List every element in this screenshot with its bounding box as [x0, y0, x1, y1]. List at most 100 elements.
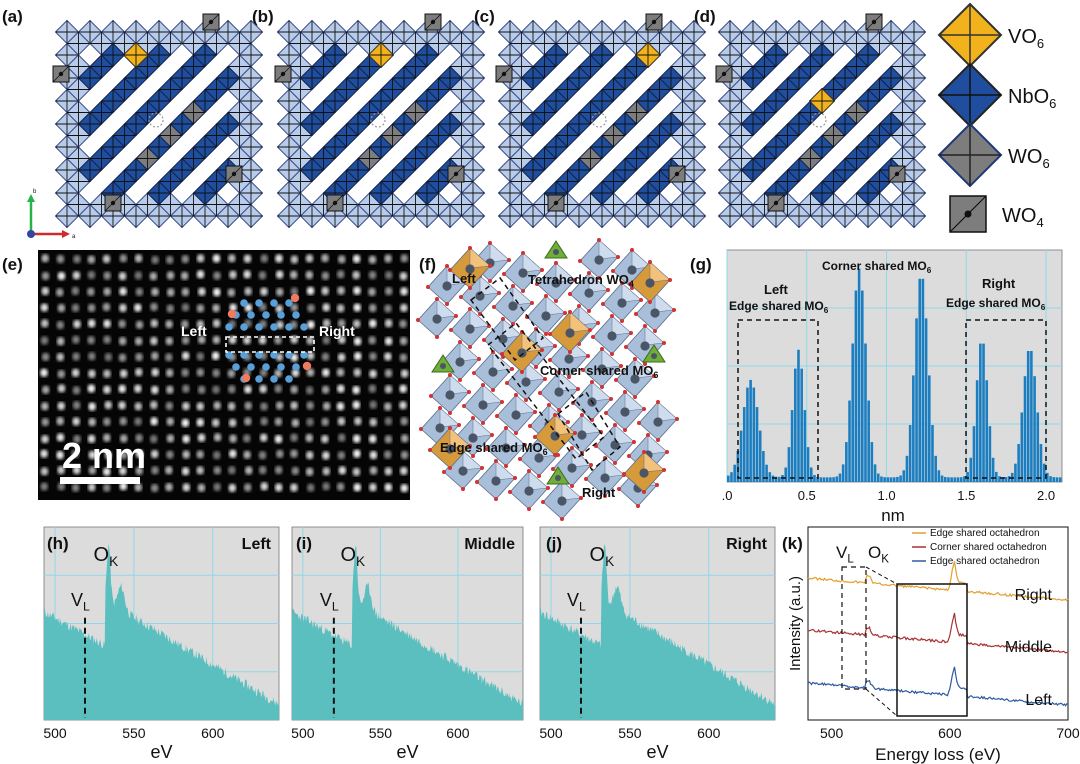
atom-column	[291, 466, 300, 476]
atom-column	[400, 434, 409, 443]
profile-bar	[736, 450, 740, 482]
profile-bar	[995, 471, 998, 482]
octahedron	[100, 88, 126, 114]
atom-column	[150, 302, 158, 312]
atom-column	[57, 401, 65, 411]
atom-column	[353, 337, 362, 346]
octahedron	[635, 180, 661, 206]
atom-column	[213, 482, 221, 492]
atom-column	[244, 287, 252, 296]
profile-bar	[829, 477, 832, 482]
atom-column	[322, 482, 330, 491]
profile-bar	[931, 425, 934, 482]
atom-column	[211, 351, 220, 361]
atom-column	[336, 402, 345, 411]
atom-column	[134, 402, 143, 411]
atom-column	[181, 336, 190, 345]
octahedron	[215, 111, 241, 137]
atom-column	[368, 255, 377, 264]
atom-column	[260, 287, 268, 296]
atom-column	[229, 270, 237, 279]
blue-marker	[292, 363, 300, 371]
atom-column	[102, 483, 111, 492]
profile-bar	[774, 476, 778, 482]
atom-column	[243, 336, 251, 345]
legend-label: Edge shared octahedron	[930, 556, 1040, 567]
atom-column	[400, 287, 408, 296]
atom-column	[72, 401, 81, 410]
profile-bar	[851, 343, 855, 482]
atom-column	[56, 416, 64, 426]
atom-column	[227, 369, 236, 378]
eels-title: Middle	[464, 536, 515, 553]
octahedron	[414, 180, 440, 206]
blue-marker	[255, 323, 263, 331]
atom-column	[307, 303, 315, 313]
profile-bar	[880, 476, 883, 482]
panel-label-e: (e)	[2, 255, 23, 274]
atom-column	[338, 335, 346, 344]
atom-column	[135, 449, 144, 458]
octahedron	[100, 42, 126, 68]
atom-column	[87, 483, 96, 492]
polyhedra-legend: VO6 NbO6 WO6 WO4	[937, 2, 1056, 233]
octahedron	[192, 42, 218, 68]
x-tick-label: 500	[539, 725, 563, 741]
profile-bar	[778, 476, 781, 482]
series-left-label: Left	[1025, 692, 1052, 709]
atom-column	[57, 303, 66, 313]
atom-column	[180, 271, 189, 281]
atom-column	[71, 286, 80, 296]
octahedron	[566, 65, 592, 91]
vo6-octahedron	[122, 41, 150, 69]
atom-column	[150, 319, 159, 328]
atom-column	[151, 368, 159, 377]
octahedron	[146, 134, 172, 160]
atom-column	[400, 369, 409, 378]
profile-bar	[749, 379, 752, 482]
x-axis-label: Energy loss (eV)	[875, 745, 1001, 764]
atom-column	[290, 433, 298, 442]
octahedron	[123, 111, 149, 137]
atom-column	[258, 451, 267, 460]
atom-column	[399, 336, 408, 346]
red-marker	[302, 361, 312, 371]
axis-a-label: a	[72, 234, 76, 240]
atom-column	[102, 467, 111, 476]
profile-bar	[876, 473, 880, 482]
atom-column	[258, 336, 267, 345]
profile-bar	[819, 477, 823, 482]
vo6-octahedron	[808, 87, 836, 115]
profile-bar	[892, 477, 896, 482]
atom-column	[384, 254, 392, 263]
legend-label: Corner shared octahedron	[930, 542, 1047, 553]
profile-bar	[924, 318, 928, 482]
atom-column	[118, 401, 126, 410]
atom-column	[244, 466, 253, 475]
atom-column	[134, 271, 143, 280]
atom-column	[336, 482, 345, 491]
atom-column	[88, 369, 96, 378]
zoom-box	[896, 583, 968, 717]
metal-octahedron	[614, 357, 656, 399]
atom-column	[290, 483, 298, 492]
atom-column	[274, 465, 283, 475]
f-right-label: Right	[582, 485, 616, 500]
atom-column	[104, 450, 112, 460]
atom-column	[87, 434, 96, 444]
polyhedra-3d-panel	[416, 238, 679, 521]
octahedron	[146, 180, 172, 206]
atom-column	[181, 467, 190, 476]
vacancy-ring	[148, 112, 164, 128]
profile-bar	[1007, 476, 1011, 482]
octahedron	[345, 111, 371, 137]
atom-column	[166, 288, 175, 297]
atom-column	[212, 451, 221, 460]
atom-column	[383, 450, 392, 459]
profile-bar	[998, 476, 1001, 482]
octahedron	[786, 157, 812, 183]
atom-column	[72, 352, 80, 361]
atom-column	[71, 483, 80, 492]
wo4-tetrahedron	[52, 65, 70, 83]
atom-column	[306, 351, 315, 361]
